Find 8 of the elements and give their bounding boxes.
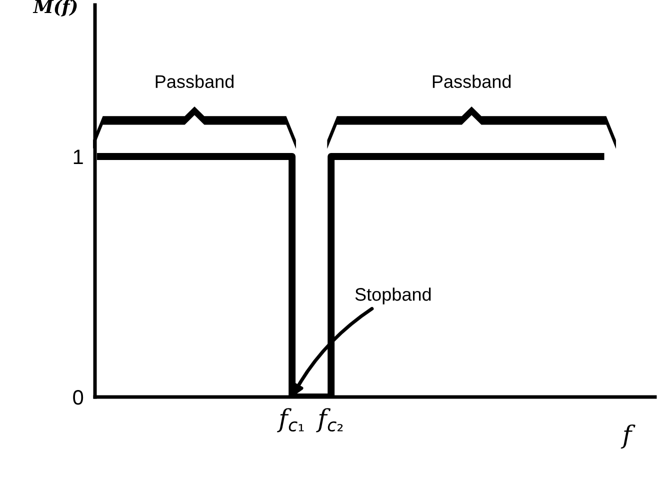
x-tick-label: f$_{c₂}$ [316, 408, 343, 432]
x-axis-title: f [620, 424, 636, 449]
y-tick-label: 1 [74, 150, 83, 164]
annotation: Stopband [355, 288, 431, 304]
y-tick-label: 0 [73, 390, 84, 405]
x-tick-label: f$_{c₁}$ [277, 408, 304, 432]
annotation: Passband [432, 74, 511, 88]
annotation: Passband [156, 74, 234, 88]
